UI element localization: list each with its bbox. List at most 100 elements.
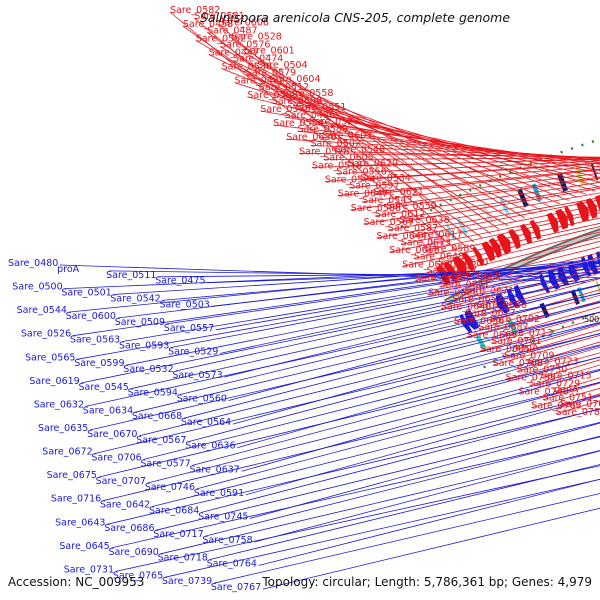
forward-gene-label-leader — [260, 110, 600, 171]
reverse-gene-label: Sare_0765 — [113, 570, 163, 581]
cog-category-bar-inner — [475, 335, 487, 351]
forward-gene-label: Sare_0763 — [531, 401, 581, 412]
reverse-gene-label: Sare_0731 — [64, 564, 114, 575]
forward-gene-label: Sare_0601 — [244, 46, 294, 57]
forward-gene-label-leader — [463, 256, 600, 294]
map-title: Salinispora arenicola CNS-205, complete … — [200, 10, 510, 25]
reverse-gene-label: Sare_0593 — [119, 341, 169, 352]
forward-gene-label: Sare_0616 — [415, 273, 465, 284]
forward-gene-label: Sare_0730 — [517, 364, 567, 375]
reverse-gene-label: Sare_0503 — [160, 299, 210, 310]
forward-gene-label: Sare_0536 — [222, 62, 272, 73]
reverse-gene-label: Sare_0475 — [155, 276, 205, 287]
forward-gene-label-leader — [360, 163, 600, 181]
rna-gene-label: Sare_R0012 — [448, 284, 505, 295]
forward-gene-label: Sare_0534 — [361, 173, 411, 184]
forward-gene-arrow — [488, 237, 502, 258]
forward-gene-label: Sare_0447 — [209, 47, 259, 58]
reverse-gene-label-leader — [215, 262, 600, 331]
forward-gene-label: Sare_0472 — [235, 76, 285, 87]
reverse-gene-label-leader — [98, 356, 600, 478]
reverse-gene-label-leader — [205, 435, 600, 537]
reverse-gene-label-leader — [245, 395, 600, 496]
reverse-gene-label-leader — [151, 394, 600, 507]
forward-gene-label-leader — [373, 169, 600, 195]
reverse-gene-label: Sare_0577 — [140, 458, 190, 469]
tick-label: 500 kbp — [584, 315, 600, 324]
genome-backbone — [444, 228, 600, 306]
reverse-gene-label-leader — [220, 271, 600, 354]
reverse-gene-label: Sare_0635 — [38, 423, 88, 434]
reverse-gene-label: Sare_0642 — [100, 500, 150, 511]
forward-gene-arrow — [443, 261, 457, 282]
reverse-gene-label-leader — [147, 368, 600, 484]
reverse-gene-label: Sare_0599 — [74, 358, 124, 369]
reverse-gene-label-leader — [196, 381, 600, 490]
forward-gene-label: Sare_0627 — [427, 266, 477, 277]
forward-gene-label: Sare_0512 — [259, 82, 309, 93]
forward-gene-label: Sare_0504 — [257, 60, 307, 71]
forward-gene-label-leader — [324, 162, 600, 182]
forward-gene-label: Sare_0615 — [389, 245, 439, 256]
forward-gene-label-leader — [465, 278, 600, 316]
backbone-highlight — [445, 230, 600, 304]
forward-gene-label-leader — [426, 231, 600, 273]
forward-gene-label: Sare_0665 — [451, 272, 501, 283]
forward-gene-label-leader — [425, 212, 600, 251]
forward-gene-label: Sare_0709 — [504, 350, 554, 361]
forward-gene-label-leader — [386, 177, 600, 209]
reverse-gene-label: Sare_0563 — [70, 335, 120, 346]
forward-gene-label-leader — [336, 160, 600, 174]
forward-gene-label: Sare_0582 — [170, 5, 220, 16]
reverse-gene-label: Sare_0529 — [168, 346, 218, 357]
reverse-gene-label: Sare_0675 — [47, 470, 97, 481]
forward-gene-label: Sare_0630 — [286, 132, 336, 143]
forward-gene-label: Sare_0641 — [440, 280, 490, 291]
reverse-gene-label-leader — [179, 292, 600, 395]
forward-gene-label: Sare_0602 — [402, 259, 452, 270]
reverse-gene-label: Sare_0739 — [162, 576, 212, 587]
forward-gene-label: Sare_0628 — [428, 288, 478, 299]
forward-gene-label-leader — [489, 289, 600, 322]
reverse-gene-label-leader — [156, 421, 600, 531]
forward-gene-label: Sare_0656 — [454, 316, 504, 327]
forward-gene-label: Sare_0474 — [233, 54, 283, 65]
reverse-gene-label-leader — [134, 301, 600, 413]
forward-gene-label: Sare_0673 — [401, 237, 451, 248]
forward-gene-label: Sare_0575 — [260, 104, 310, 115]
reverse-gene-label: Sare_0668 — [132, 411, 182, 422]
forward-gene-label: Sare_0605 — [323, 153, 373, 164]
forward-gene-label-leader — [321, 137, 600, 160]
forward-gene-label-leader — [310, 145, 600, 159]
reverse-gene-label-leader — [121, 261, 600, 342]
reverse-gene-label: Sare_0501 — [61, 288, 111, 299]
forward-gene-label: Sare_0629 — [348, 159, 398, 170]
forward-gene-label: Sare_0701 — [491, 336, 541, 347]
forward-gene-label: Sare_0685 — [480, 344, 530, 355]
reverse-gene-label-leader — [130, 284, 600, 390]
forward-gene-label-leader — [308, 122, 600, 165]
forward-gene-arrow — [481, 241, 495, 262]
forward-gene-label: Sare_0502 — [311, 138, 361, 149]
forward-gene-label-leader — [412, 199, 600, 237]
reverse-gene-label-leader — [164, 478, 600, 578]
reverse-gene-label: Sare_0643 — [55, 517, 105, 528]
forward-gene-label: Sare_0574 — [325, 175, 375, 186]
rna-gene-leader — [447, 258, 600, 290]
reverse-gene-label: Sare_0745 — [198, 511, 248, 522]
forward-gene-label: Sare_0677 — [465, 308, 515, 319]
reverse-gene-label: Sare_0567 — [136, 435, 186, 446]
reverse-gene-label: Sare_0544 — [17, 305, 67, 316]
forward-gene-label-leader — [413, 217, 600, 259]
forward-gene-label-leader — [195, 39, 509, 226]
forward-gene-label: Sare_0687 — [478, 322, 528, 333]
reverse-gene-label: Sare_0645 — [59, 541, 109, 552]
gene-labels: Sare_0582Sare_0581Sare_0606Sare_0458Sare… — [8, 5, 600, 593]
forward-gene-label: Sare_0527 — [309, 116, 359, 127]
forward-gene-label-leader — [311, 158, 600, 168]
reverse-gene-label: Sare_0716 — [51, 494, 101, 505]
forward-gene-label: Sare_0486 — [285, 110, 335, 121]
reverse-gene-label-leader — [111, 436, 600, 549]
reverse-gene-label: Sare_0564 — [181, 417, 231, 428]
